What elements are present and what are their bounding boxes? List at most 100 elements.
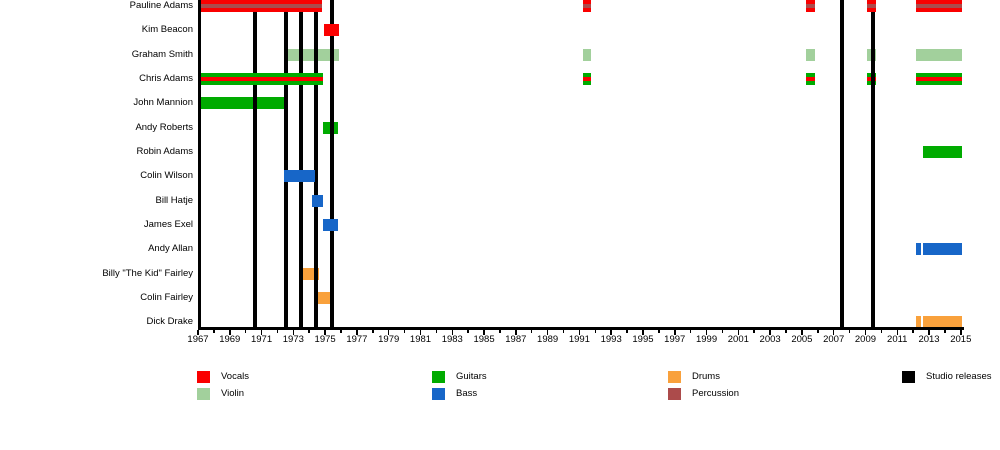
axis-tick-label: 1993 bbox=[600, 334, 622, 345]
axis-tick bbox=[817, 329, 819, 333]
axis-tick bbox=[610, 329, 612, 335]
axis-tick-label: 2007 bbox=[823, 334, 845, 345]
member-label: Colin Wilson bbox=[140, 170, 193, 181]
studio-release-line bbox=[870, 0, 875, 327]
member-bar-segment bbox=[283, 170, 315, 182]
member-bar-segment bbox=[323, 24, 339, 36]
member-bar-segment bbox=[312, 195, 323, 207]
y-axis-line bbox=[198, 0, 201, 329]
axis-tick bbox=[546, 329, 549, 335]
member-bar-segment bbox=[915, 316, 922, 328]
axis-tick-label: 2015 bbox=[950, 334, 972, 345]
axis-tick-label: 2011 bbox=[887, 334, 908, 345]
axis-tick bbox=[372, 329, 374, 333]
axis-tick bbox=[642, 329, 644, 335]
axis-tick bbox=[674, 329, 676, 335]
member-label: Bill Hatje bbox=[155, 195, 194, 206]
axis-tick-label: 1989 bbox=[537, 334, 559, 345]
studio-release-line bbox=[284, 0, 289, 327]
member-label: John Mannion bbox=[133, 97, 193, 108]
member-bar-segment bbox=[915, 243, 922, 255]
member-label: Colin Fairley bbox=[140, 292, 193, 303]
axis-tick-label: 1991 bbox=[568, 334, 590, 345]
member-bar-segment bbox=[198, 73, 323, 85]
member-bar-segment bbox=[922, 316, 962, 328]
legend-swatch-violin bbox=[197, 388, 210, 400]
studio-release-line bbox=[330, 0, 335, 327]
axis-tick bbox=[658, 329, 660, 333]
member-label: James Exel bbox=[143, 219, 193, 230]
axis-tick bbox=[721, 329, 724, 333]
member-label: Chris Adams bbox=[139, 73, 193, 84]
secondary-role-stripe bbox=[805, 77, 815, 81]
axis-tick bbox=[832, 329, 835, 335]
axis-tick bbox=[753, 329, 755, 333]
axis-tick-label: 1977 bbox=[346, 334, 368, 345]
legend-label: Drums bbox=[692, 370, 720, 382]
member-bar-segment bbox=[317, 292, 333, 304]
legend-label: Percussion bbox=[692, 388, 739, 399]
secondary-role-stripe bbox=[916, 77, 962, 81]
legend-label: Violin bbox=[221, 388, 245, 399]
axis-tick bbox=[308, 329, 310, 333]
axis-tick bbox=[419, 329, 422, 335]
axis-tick-label: 1981 bbox=[409, 334, 432, 345]
axis-tick bbox=[912, 329, 914, 333]
axis-tick-label: 1983 bbox=[441, 334, 463, 345]
axis-tick bbox=[689, 329, 692, 333]
member-bar-segment bbox=[805, 0, 815, 12]
secondary-role-stripe bbox=[582, 77, 592, 81]
axis-tick bbox=[387, 329, 390, 335]
legend-label: Bass bbox=[456, 388, 478, 399]
axis-tick bbox=[801, 329, 803, 335]
secondary-role-stripe bbox=[582, 4, 592, 8]
member-bar-segment bbox=[867, 0, 876, 12]
member-bar-segment bbox=[582, 0, 592, 12]
axis-tick-label: 1971 bbox=[250, 334, 273, 345]
member-labels: Pauline Adams Kim Beacon Graham Smith Chris… bbox=[0, 0, 193, 332]
member-label: Kim Beacon bbox=[141, 24, 193, 35]
member-bar-segment bbox=[922, 146, 962, 158]
member-bar-segment bbox=[916, 73, 962, 85]
axis-tick bbox=[705, 329, 708, 335]
legend-label: Vocals bbox=[221, 370, 249, 382]
axis-tick bbox=[483, 329, 485, 335]
member-bar-segment bbox=[916, 0, 962, 12]
legend-label: Studio releases bbox=[926, 370, 992, 382]
axis-tick bbox=[499, 329, 501, 333]
axis-tick bbox=[594, 329, 597, 333]
axis-tick bbox=[944, 329, 946, 333]
member-label: Dick Drake bbox=[146, 316, 193, 327]
legend-swatch-guitars bbox=[432, 370, 445, 383]
axis-tick bbox=[292, 329, 295, 335]
secondary-role-stripe bbox=[198, 77, 323, 81]
axis-tick-label: 1967 bbox=[187, 334, 209, 345]
member-bar-segment bbox=[805, 73, 815, 85]
axis-tick bbox=[626, 329, 628, 333]
studio-release-line bbox=[299, 0, 304, 327]
axis-tick-label: 1973 bbox=[282, 334, 304, 345]
x-axis-line bbox=[198, 327, 964, 330]
legend-label: Guitars bbox=[456, 370, 487, 382]
member-label: Robin Adams bbox=[136, 146, 193, 157]
member-bar-segment bbox=[582, 73, 592, 85]
legend-swatch-percussion bbox=[668, 388, 681, 400]
axis-tick-label: 2009 bbox=[854, 334, 877, 345]
axis-tick bbox=[530, 329, 533, 333]
member-bar-segment bbox=[198, 0, 322, 12]
axis-tick bbox=[197, 329, 199, 335]
member-bar-segment bbox=[283, 49, 340, 61]
axis-tick bbox=[356, 329, 358, 335]
axis-tick bbox=[880, 329, 883, 333]
axis-tick bbox=[578, 329, 581, 335]
secondary-role-stripe bbox=[198, 4, 322, 8]
member-label: Graham Smith bbox=[131, 49, 193, 60]
plot-area: 1967 1969 1971 1973 1975 1977 1979 1981 1983 1985… bbox=[187, 0, 971, 352]
axis-tick-label: 2001 bbox=[727, 334, 749, 345]
axis-tick bbox=[244, 329, 247, 333]
axis-tick-label: 1987 bbox=[505, 334, 527, 345]
axis-tick-label: 1975 bbox=[314, 334, 336, 345]
studio-release-line bbox=[839, 0, 844, 327]
axis-tick bbox=[769, 329, 771, 335]
